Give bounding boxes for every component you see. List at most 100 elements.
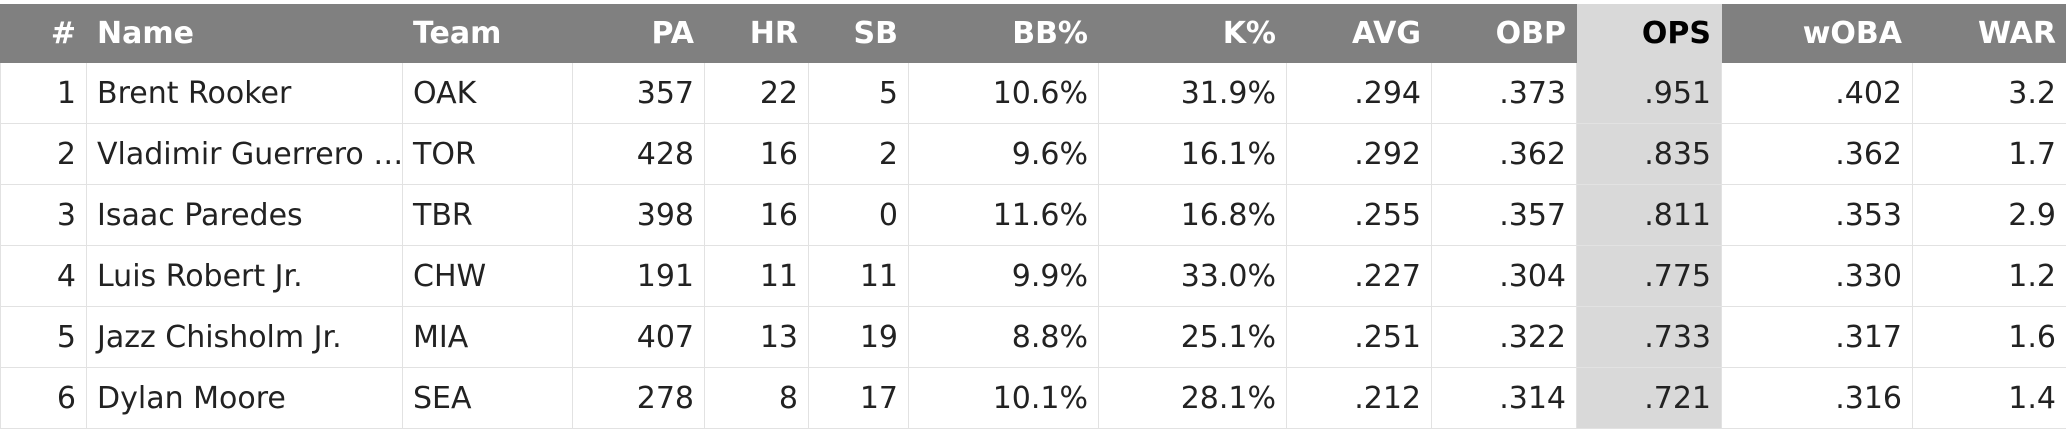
table-cell: .362 — [1431, 123, 1577, 185]
column-header[interactable]: BB% — [908, 4, 1099, 63]
table-cell: MIA — [402, 306, 573, 368]
table-cell: Brent Rooker — [86, 62, 403, 124]
table-cell: .292 — [1286, 123, 1432, 185]
table-cell: 5 — [808, 62, 909, 124]
table-cell: .721 — [1576, 367, 1722, 429]
table-row: 2 Vladimir Guerrero … TOR 428 16 2 9.6% 16.1% .2… — [0, 123, 2066, 185]
table-cell: .835 — [1576, 123, 1722, 185]
table-cell: 9.9% — [908, 245, 1099, 307]
table-cell: 2 — [0, 123, 87, 185]
table-cell: 17 — [808, 367, 909, 429]
table-cell: 8 — [704, 367, 809, 429]
table-cell: Vladimir Guerrero … — [86, 123, 403, 185]
table-cell: 6 — [0, 367, 87, 429]
table-cell: .212 — [1286, 367, 1432, 429]
table-cell: .322 — [1431, 306, 1577, 368]
table-cell: 11 — [704, 245, 809, 307]
table-cell: .811 — [1576, 184, 1722, 246]
table-cell: .373 — [1431, 62, 1577, 124]
table-cell: 0 — [808, 184, 909, 246]
table-cell: SEA — [402, 367, 573, 429]
table-row: 4 Luis Robert Jr. CHW 191 11 11 9.9% 33.0% .227.… — [0, 245, 2066, 307]
stats-table: # Name Team PA HR SB BB% K% AVG OBP OPS wOBA WAR 1 Br… — [0, 4, 2066, 429]
table-cell: 3.2 — [1912, 62, 2066, 124]
table-cell: .251 — [1286, 306, 1432, 368]
table-cell: 10.1% — [908, 367, 1099, 429]
column-header[interactable]: K% — [1098, 4, 1287, 63]
column-header[interactable]: Team — [402, 4, 573, 63]
table-cell: 25.1% — [1098, 306, 1287, 368]
table-cell: .317 — [1721, 306, 1913, 368]
table-cell: 11 — [808, 245, 909, 307]
table-cell: Jazz Chisholm Jr. — [86, 306, 403, 368]
column-header[interactable]: WAR — [1912, 4, 2066, 63]
table-cell: 8.8% — [908, 306, 1099, 368]
table-cell: Dylan Moore — [86, 367, 403, 429]
column-header[interactable]: Name — [86, 4, 403, 63]
table-cell: 16 — [704, 184, 809, 246]
table-cell: 2.9 — [1912, 184, 2066, 246]
table-cell: 16.1% — [1098, 123, 1287, 185]
table-cell: 428 — [572, 123, 705, 185]
table-cell: CHW — [402, 245, 573, 307]
table-cell: 3 — [0, 184, 87, 246]
table-cell: 1 — [0, 62, 87, 124]
column-header[interactable]: OPS — [1576, 4, 1722, 63]
table-cell: 22 — [704, 62, 809, 124]
table-cell: 357 — [572, 62, 705, 124]
table-row: 3 Isaac Paredes TBR 398 16 0 11.6% 16.8% .255.35… — [0, 184, 2066, 246]
table-cell: Isaac Paredes — [86, 184, 403, 246]
table-cell: .951 — [1576, 62, 1722, 124]
table-cell: .362 — [1721, 123, 1913, 185]
table-cell: .255 — [1286, 184, 1432, 246]
table-row: 1 Brent Rooker OAK 357 22 5 10.6% 31.9% .294.373… — [0, 62, 2066, 124]
table-cell: 33.0% — [1098, 245, 1287, 307]
table-cell: .353 — [1721, 184, 1913, 246]
table-cell: .227 — [1286, 245, 1432, 307]
table-cell: .733 — [1576, 306, 1722, 368]
page: # Name Team PA HR SB BB% K% AVG OBP OPS wOBA WAR 1 Br… — [0, 4, 2066, 429]
column-header[interactable]: PA — [572, 4, 705, 63]
table-cell: 1.4 — [1912, 367, 2066, 429]
header-row: # Name Team PA HR SB BB% K% AVG OBP OPS wOBA WAR — [0, 4, 2066, 63]
table-cell: 278 — [572, 367, 705, 429]
table-cell: 10.6% — [908, 62, 1099, 124]
table-cell: 28.1% — [1098, 367, 1287, 429]
table-cell: .357 — [1431, 184, 1577, 246]
table-cell: 4 — [0, 245, 87, 307]
table-cell: .775 — [1576, 245, 1722, 307]
table-cell: 9.6% — [908, 123, 1099, 185]
table-body: 1 Brent Rooker OAK 357 22 5 10.6% 31.9% .294.373… — [0, 62, 2066, 429]
table-cell: 19 — [808, 306, 909, 368]
table-cell: TBR — [402, 184, 573, 246]
column-header[interactable]: # — [0, 4, 87, 63]
table-cell: 16.8% — [1098, 184, 1287, 246]
table-cell: .316 — [1721, 367, 1913, 429]
table-cell: .314 — [1431, 367, 1577, 429]
table-cell: .402 — [1721, 62, 1913, 124]
column-header[interactable]: SB — [808, 4, 909, 63]
table-cell: 398 — [572, 184, 705, 246]
column-header[interactable]: AVG — [1286, 4, 1432, 63]
table-cell: 1.7 — [1912, 123, 2066, 185]
table-cell: 16 — [704, 123, 809, 185]
table-cell: TOR — [402, 123, 573, 185]
table-cell: 1.6 — [1912, 306, 2066, 368]
table-cell: Luis Robert Jr. — [86, 245, 403, 307]
table-cell: 191 — [572, 245, 705, 307]
column-header[interactable]: OBP — [1431, 4, 1577, 63]
table-cell: 1.2 — [1912, 245, 2066, 307]
table-cell: OAK — [402, 62, 573, 124]
table-cell: 407 — [572, 306, 705, 368]
table-cell: .294 — [1286, 62, 1432, 124]
table-cell: 11.6% — [908, 184, 1099, 246]
table-cell: 31.9% — [1098, 62, 1287, 124]
table-cell: 2 — [808, 123, 909, 185]
table-cell: .330 — [1721, 245, 1913, 307]
table-cell: 5 — [0, 306, 87, 368]
column-header[interactable]: HR — [704, 4, 809, 63]
table-cell: 13 — [704, 306, 809, 368]
table-cell: .304 — [1431, 245, 1577, 307]
column-header[interactable]: wOBA — [1721, 4, 1913, 63]
table-row: 6 Dylan Moore SEA 278 8 17 10.1% 28.1% .212.314.… — [0, 367, 2066, 429]
